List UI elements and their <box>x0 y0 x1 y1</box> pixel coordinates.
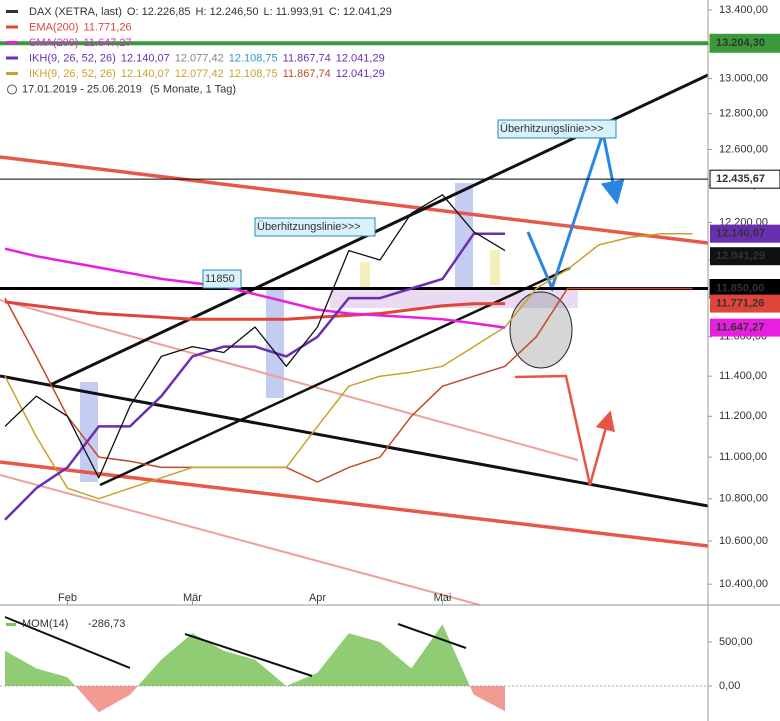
series-line <box>4 232 505 521</box>
price-box <box>709 169 780 189</box>
arrow <box>514 374 615 486</box>
y-tick-label: 11.000,00 <box>719 451 767 463</box>
legend-entry: EMA(200) 11.771,26 <box>29 21 132 33</box>
annotation: Überhitzungslinie>>> <box>500 123 604 135</box>
series-line <box>4 247 506 329</box>
legend-entry: SMA(200) 11.647,27 <box>29 37 132 49</box>
annotation-box <box>497 119 617 139</box>
y-tick-label: 0,00 <box>719 680 740 692</box>
legend-text: 11.867,74 <box>283 68 331 80</box>
legend-icon <box>6 56 18 60</box>
mom-area <box>5 624 505 686</box>
y-tick-label: 10.600,00 <box>719 535 768 547</box>
legend-icon <box>6 72 18 75</box>
price-label: 12.435,67 <box>716 173 765 185</box>
legend-icon <box>6 623 16 626</box>
price-box <box>710 224 780 243</box>
legend-text: 12.140,07 <box>121 52 170 64</box>
series-line <box>4 232 693 500</box>
annotation-box <box>254 217 376 237</box>
price-label: 11.647,27 <box>716 321 764 333</box>
legend-text: 12.140,07 <box>121 68 170 80</box>
y-tick-label: 11.400,00 <box>719 370 767 382</box>
trend-line <box>0 155 709 245</box>
y-tick-label: 13.000,00 <box>719 73 768 85</box>
legend-text: C: 12.041,29 <box>329 6 392 18</box>
indicator-name: MOM(14) <box>22 618 68 630</box>
x-tick-label: Mai <box>434 592 452 604</box>
highlight <box>80 382 98 482</box>
legend-entry: IKH(9, 26, 52, 26) 12.140,07 12.077,42 12.1… <box>29 52 385 64</box>
legend-text: H: 12.246,50 <box>196 6 259 18</box>
legend-icon <box>6 10 18 13</box>
highlight <box>360 262 370 288</box>
price-label: 12.140,07 <box>716 228 765 240</box>
annotation: 11850 <box>205 273 235 285</box>
legend-text: 12.108,75 <box>229 52 278 64</box>
mom-area <box>75 685 505 713</box>
series-line <box>4 300 506 321</box>
legend-text: 11.647,27 <box>84 37 132 49</box>
series-line <box>4 194 506 479</box>
legend-text: L: 11.993,91 <box>264 6 324 18</box>
legend-text: IKH(9, 26, 52, 26) <box>29 52 116 64</box>
y-tick-label: 10.400,00 <box>719 578 768 590</box>
legend-text: DAX (XETRA, last) <box>29 6 122 18</box>
price-label: 11.850,00 <box>716 282 764 294</box>
legend-text: IKH(9, 26, 52, 26) <box>29 68 116 80</box>
y-tick-label: 11.200,00 <box>719 410 767 422</box>
price-box <box>710 294 780 313</box>
highlight <box>490 250 500 285</box>
legend-icon <box>6 41 18 44</box>
trend-line <box>397 623 467 649</box>
period: 17.01.2019 - 25.06.2019 <box>22 83 142 95</box>
y-tick-label: 12.600,00 <box>719 143 768 155</box>
indicator-value: -286,73 <box>88 618 125 630</box>
legend-icon <box>6 25 18 29</box>
price-box <box>709 33 780 53</box>
highlight <box>266 290 284 398</box>
legend-text: O: 12.226,85 <box>127 6 191 18</box>
arrow <box>526 127 625 293</box>
legend-text: 12.077,42 <box>175 68 224 80</box>
legend-text: 12.108,75 <box>229 68 278 80</box>
legend-text: EMA(200) <box>29 21 79 33</box>
price-label: 13.204,30 <box>716 37 765 49</box>
legend-text: 12.041,29 <box>336 52 385 64</box>
legend-entry: DAX (XETRA, last) O: 12.226,85 H: 12.246,5… <box>29 6 392 18</box>
annotation: Überhitzungslinie>>> <box>257 221 361 233</box>
x-tick-label: Apr <box>309 592 326 604</box>
clock-icon <box>7 84 17 95</box>
series-line <box>4 287 693 483</box>
period-note: (5 Monate, 1 Tag) <box>150 83 236 95</box>
price-label: 12.041,29 <box>716 250 765 262</box>
legend-text: 11.771,26 <box>84 21 132 33</box>
y-tick-label: 13.400,00 <box>719 4 768 16</box>
price-box <box>710 247 780 266</box>
legend: DAX (XETRA, last) O: 12.226,85 H: 12.246,5… <box>6 6 392 95</box>
trend-line <box>0 474 481 606</box>
y-tick-label: 10.800,00 <box>719 493 768 505</box>
x-tick-label: Feb <box>58 592 77 604</box>
y-tick-label: 500,00 <box>719 636 753 648</box>
trend-line <box>184 633 313 677</box>
legend-text: 12.077,42 <box>175 52 224 64</box>
trend-line <box>0 299 579 461</box>
legend-text: SMA(200) <box>29 37 79 49</box>
legend-entry: IKH(9, 26, 52, 26) 12.140,07 12.077,42 12.1… <box>29 68 385 80</box>
x-tick-label: Mär <box>183 592 202 604</box>
price-box <box>710 318 780 337</box>
y-tick-label: 12.800,00 <box>719 108 768 120</box>
highlight <box>455 183 473 288</box>
trend-line <box>4 616 131 669</box>
legend-text: 12.041,29 <box>336 68 385 80</box>
price-label: 11.771,26 <box>716 297 764 309</box>
annotation-box <box>202 269 242 289</box>
legend-text: 11.867,74 <box>283 52 331 64</box>
